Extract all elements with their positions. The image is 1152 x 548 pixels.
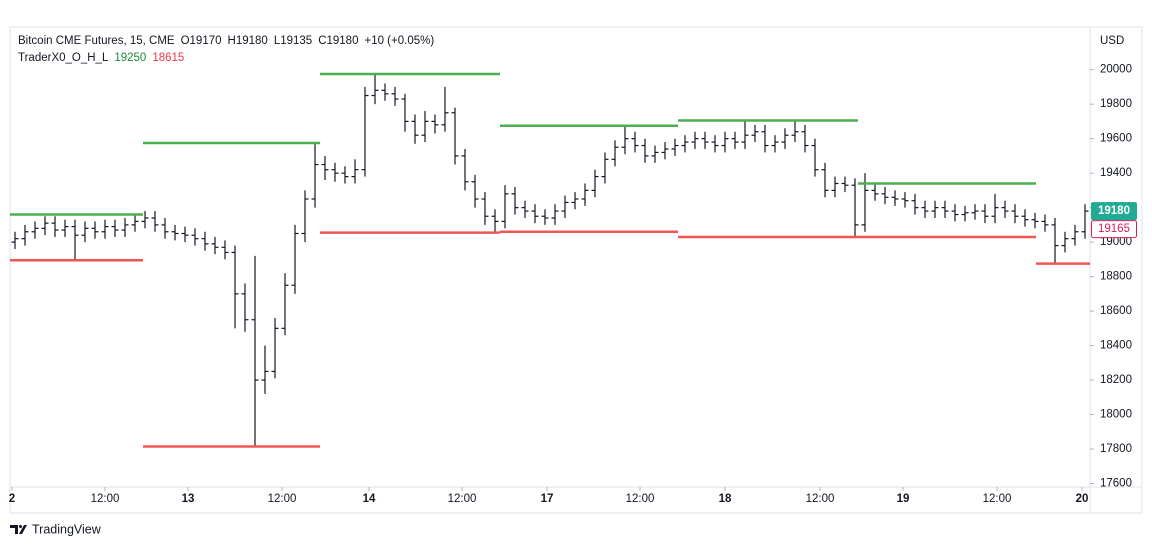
x-tick-label: 14	[363, 493, 376, 505]
plot	[11, 73, 1089, 447]
y-tick-label: 18400	[1100, 340, 1132, 352]
y-tick-label: 17600	[1100, 478, 1132, 490]
x-tick-label: 17	[541, 493, 554, 505]
indicator-high: 19250	[114, 52, 147, 64]
quote-line: Bitcoin CME Futures, 15, CME O19170 H191…	[18, 35, 434, 47]
unit-label: USD	[1100, 35, 1124, 47]
symbol-title: Bitcoin CME Futures, 15, CME	[18, 35, 175, 47]
indicator-line: TraderX0_O_H_L 19250 18615	[18, 52, 184, 64]
last-price-box	[1091, 202, 1137, 221]
logo	[10, 525, 27, 534]
x-tick-label: 2	[9, 493, 15, 505]
x-tick-label: 20	[1076, 493, 1089, 505]
y-tick-label: 19000	[1100, 236, 1132, 248]
y-tick-label: 18600	[1100, 305, 1132, 317]
y-tick-label: 19600	[1100, 133, 1132, 145]
indicator-low: 18615	[152, 52, 185, 64]
y-tick-label: 19400	[1100, 167, 1132, 179]
x-tick-label: 18	[719, 493, 732, 505]
y-tick-label: 18800	[1100, 271, 1132, 283]
y-tick-label: 20000	[1100, 64, 1132, 76]
x-tick-label: 12:00	[983, 493, 1012, 505]
quote-low: L19135	[273, 35, 313, 47]
y-tick-label: 18200	[1100, 374, 1132, 386]
frame	[9, 26, 1143, 514]
quote-open: O19170	[180, 35, 222, 47]
marker-price-box	[1091, 220, 1137, 239]
x-tick-label: 12:00	[626, 493, 655, 505]
y-tick-label: 18000	[1100, 409, 1132, 421]
x-tick-label: 19	[897, 493, 910, 505]
y-tick-label: 17800	[1100, 443, 1132, 455]
quote-close: C19180	[318, 35, 359, 47]
x-tick-label: 12:00	[448, 493, 477, 505]
quote-high: H19180	[227, 35, 268, 47]
x-tick-label: 12:00	[91, 493, 120, 505]
marker-price-label: 19165	[1098, 223, 1130, 235]
indicator-name: TraderX0_O_H_L	[18, 52, 109, 64]
brand: TradingView	[32, 522, 102, 536]
x-tick-label: 13	[182, 493, 195, 505]
x-tick-label: 12:00	[806, 493, 835, 505]
x-tick-label: 12:00	[268, 493, 297, 505]
quote-change: +10 (+0.05%)	[364, 35, 435, 47]
last-price-label: 19180	[1098, 205, 1130, 217]
y-tick-label: 19800	[1100, 98, 1132, 110]
